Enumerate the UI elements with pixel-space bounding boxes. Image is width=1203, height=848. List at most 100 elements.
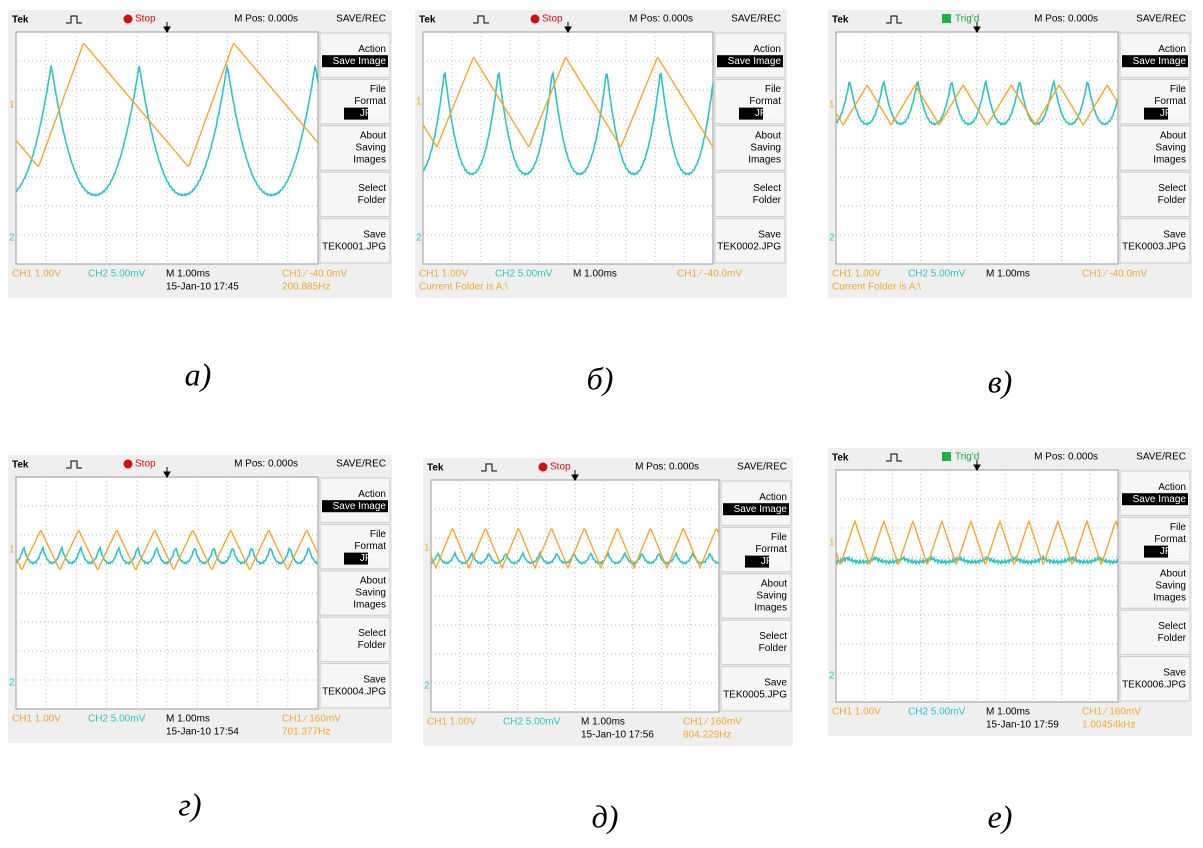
menu-label: Select (1158, 621, 1186, 632)
ch2-scale: CH2 5.00mV (88, 269, 146, 280)
scope-screen: TekStopM Pos: 0.000sSAVE/RECActionSave I… (8, 455, 392, 743)
menu-label: Images (754, 603, 787, 614)
menu-label: About (360, 576, 386, 587)
ch2-scale: CH2 5.00mV (908, 707, 966, 718)
menu-label: JPEG (1160, 546, 1186, 557)
ch1-marker: 1 (829, 100, 835, 111)
menu-label: Save Image (333, 56, 387, 67)
frequency: 200.885Hz (282, 282, 330, 293)
status: Trig'd (955, 452, 979, 463)
menu-label: TEK0005.JPG (723, 689, 787, 700)
menu-label: File (771, 532, 788, 543)
trigger: CH1 ⁄ -40.0mV (677, 269, 742, 280)
menu-label: Action (753, 44, 781, 55)
m-pos: M Pos: 0.000s (629, 14, 693, 25)
caption: г) (178, 786, 201, 822)
folder: Current Folder is A:\ (832, 282, 921, 293)
menu-label: JPEG (761, 556, 787, 567)
ch1-marker: 1 (416, 97, 422, 108)
menu-label: Images (1153, 155, 1186, 166)
date: 15-Jan-10 17:59 (986, 720, 1059, 731)
ch2-marker: 2 (416, 233, 422, 244)
menu-label: Save (363, 674, 386, 685)
ch2-marker: 2 (424, 681, 430, 692)
menu-label: Save (758, 229, 781, 240)
menu-label: Saving (355, 588, 386, 599)
m-pos: M Pos: 0.000s (1034, 452, 1098, 463)
menu-title: SAVE/REC (737, 462, 787, 473)
menu-label: Folder (1158, 633, 1187, 644)
figure: TekStopM Pos: 0.000sSAVE/RECActionSave I… (0, 0, 1203, 848)
menu-label: Saving (1155, 143, 1186, 154)
timebase: M 1.00ms (573, 269, 617, 280)
frequency: 1.00454kHz (1082, 720, 1135, 731)
menu-label: TEK0001.JPG (322, 241, 386, 252)
folder: Current Folder is A:\ (419, 282, 508, 293)
status-icon (539, 463, 548, 472)
menu-label: Save Image (333, 501, 387, 512)
menu-label: File (370, 529, 387, 540)
frequency: 804.229Hz (683, 730, 731, 741)
menu-label: Images (353, 155, 386, 166)
menu-label: Folder (1158, 195, 1187, 206)
menu-title: SAVE/REC (1136, 452, 1186, 463)
brand: Tek (12, 15, 29, 26)
ch1-marker: 1 (9, 545, 15, 556)
ch1-scale: CH1 1.00V (832, 707, 881, 718)
menu-label: JPEG (1160, 108, 1186, 119)
status-icon (124, 15, 133, 24)
menu-label: Saving (355, 143, 386, 154)
ch2-scale: CH2 5.00mV (495, 269, 553, 280)
ch1-scale: CH1 1.00V (427, 717, 476, 728)
frequency: 701.377Hz (282, 727, 330, 738)
status-icon (942, 452, 951, 461)
menu-label: Action (358, 489, 386, 500)
menu-label: TEK0002.JPG (717, 241, 781, 252)
menu-label: JPEG (360, 108, 386, 119)
menu-label: About (1160, 131, 1186, 142)
menu-label: Save (1163, 667, 1186, 678)
trigger: CH1 ⁄ -40.0mV (282, 269, 347, 280)
menu-title: SAVE/REC (336, 459, 386, 470)
menu-label: Images (748, 155, 781, 166)
menu-label: TEK0006.JPG (1122, 679, 1186, 690)
ch2-marker: 2 (9, 233, 15, 244)
status: Stop (135, 14, 156, 25)
menu-label: JPEG (360, 553, 386, 564)
menu-label: Save Image (728, 56, 782, 67)
menu-label: File (765, 84, 782, 95)
timebase: M 1.00ms (581, 717, 625, 728)
menu-label: Saving (750, 143, 781, 154)
m-pos: M Pos: 0.000s (1034, 14, 1098, 25)
menu-label: About (761, 579, 787, 590)
menu-label: Select (358, 628, 386, 639)
menu-label: Save Image (734, 504, 788, 515)
trigger: CH1 ⁄ 160mV (683, 717, 742, 728)
menu-label: File (370, 84, 387, 95)
status-icon (124, 460, 133, 469)
status-icon (942, 14, 951, 23)
ch2-marker: 2 (829, 233, 835, 244)
menu-label: Folder (358, 195, 387, 206)
caption: е) (988, 798, 1013, 834)
menu-label: Saving (1155, 581, 1186, 592)
ch1-scale: CH1 1.00V (832, 269, 881, 280)
status: Stop (542, 14, 563, 25)
caption: а) (185, 356, 212, 392)
menu-label: Save (764, 677, 787, 688)
menu-label: File (1170, 84, 1187, 95)
ch1-marker: 1 (829, 538, 835, 549)
menu-label: Format (354, 96, 386, 107)
ch1-marker: 1 (424, 543, 430, 554)
menu-label: Images (353, 600, 386, 611)
menu-label: Format (749, 96, 781, 107)
menu-label: TEK0003.JPG (1122, 241, 1186, 252)
page: TekStopM Pos: 0.000sSAVE/RECActionSave I… (0, 0, 1203, 848)
m-pos: M Pos: 0.000s (234, 14, 298, 25)
menu-label: Select (753, 183, 781, 194)
brand: Tek (832, 15, 849, 26)
ch2-scale: CH2 5.00mV (88, 714, 146, 725)
m-pos: M Pos: 0.000s (234, 459, 298, 470)
timebase: M 1.00ms (986, 269, 1030, 280)
ch1-marker: 1 (9, 100, 15, 111)
